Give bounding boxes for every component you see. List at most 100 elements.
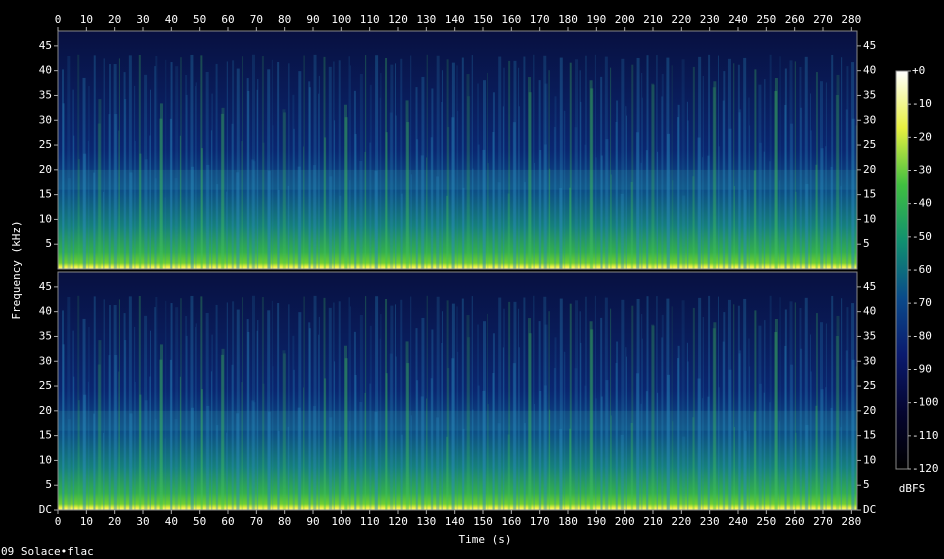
spectral-streak [733,426,735,510]
spectral-streak [590,88,594,269]
spectral-streak [487,163,489,269]
spectral-streak [728,369,732,510]
x-tick-label: 50 [193,515,206,528]
spectral-streak [185,94,188,270]
spectral-streak [605,139,609,269]
spectral-streak [656,55,658,269]
y-tick-label-right: 10 [863,212,876,225]
spectral-streak [698,56,702,269]
y-tick-label: 45 [39,280,52,293]
x-tick-label: 130 [416,515,436,528]
spectral-streak [466,315,470,510]
spectral-streak [77,400,80,510]
spectral-streak [277,189,280,269]
spectral-streak [62,69,65,269]
spectral-streak [62,344,65,510]
spectral-streak [191,166,195,269]
spectral-streak [154,66,157,269]
x-tick-label-top: 190 [586,13,606,26]
spectral-streak [359,314,363,510]
x-tick-label: 60 [221,515,234,528]
spectral-streak [815,405,818,510]
colorbar-tick-label: +0 [912,64,925,77]
spectral-streak [758,84,762,269]
spectral-streak [645,391,648,510]
x-tick-label: 200 [615,515,635,528]
spectral-streak [708,295,711,510]
spectral-streak [165,59,167,269]
spectral-streak [415,87,418,269]
colorbar-tick-label: -20 [912,130,932,143]
spectral-streak [159,103,163,269]
spectral-band [58,169,857,190]
y-tick-label: 20 [39,163,52,176]
spectral-streak [180,57,182,269]
spectral-streak [641,338,643,510]
spectral-streak [641,73,643,269]
spectral-streak [503,308,505,510]
colorbar-tick-label: -80 [912,329,932,342]
spectral-streak [580,101,582,270]
spectral-streak [231,123,234,269]
spectral-streak [682,436,686,510]
spectral-streak [134,85,136,269]
x-tick-label: 40 [165,515,178,528]
spectral-streak [283,353,287,510]
spectral-streak [395,356,397,510]
spectral-streak [93,413,96,510]
spectral-streak [805,183,809,269]
spectral-streak [743,57,747,269]
spectral-streak [477,144,480,269]
spectral-streak [722,100,725,269]
spectral-streak [283,112,287,270]
x-tick-label-top: 200 [615,13,635,26]
spectral-streak [257,320,259,510]
x-tick-label: 170 [530,515,550,528]
spectral-streak [247,331,250,510]
colorbar-tick-label: -70 [912,296,932,309]
x-tick-label: 230 [700,515,720,528]
spectral-streak [513,60,517,269]
spectral-streak [671,65,673,270]
spectral-streak [400,299,403,510]
spectral-streak [308,322,311,510]
spectral-streak [191,407,195,510]
spectral-streak [144,400,148,510]
spectral-streak [524,423,527,510]
spectral-streak [82,77,86,269]
spectral-streak [549,409,551,510]
spectral-streak [764,320,766,510]
spectral-streak [528,92,532,269]
spectral-streak [805,424,809,510]
spectral-streak [784,104,787,269]
spectral-streak [830,166,833,269]
spectral-streak [159,344,163,510]
spectral-streak [779,56,781,270]
spectral-streak [548,311,550,510]
spectral-streak [646,296,649,510]
spectral-streak [574,368,578,510]
spectral-streak [420,396,424,510]
spectral-streak [333,61,335,269]
spectral-streak [348,297,350,510]
spectral-streak [83,394,87,510]
x-tick-label-top: 120 [388,13,408,26]
spectral-streak [262,142,265,269]
spectral-streak [667,374,671,510]
spectral-streak [472,168,474,269]
x-tick-label-top: 10 [80,13,93,26]
spectral-streak [636,298,640,510]
footer: 09 Solace•flac [1,545,94,558]
spectral-streak [138,295,141,510]
spectral-streak [205,71,209,269]
spectral-streak [769,295,772,510]
spectral-streak [692,66,695,269]
spectral-streak [164,197,166,269]
spectral-streak [293,128,296,269]
spectral-streak [406,363,410,510]
spectral-streak [594,54,596,269]
y-tick-label-right: 40 [863,64,876,77]
spectral-streak [594,295,596,510]
spectral-streak [426,54,428,269]
spectral-streak [83,153,87,269]
